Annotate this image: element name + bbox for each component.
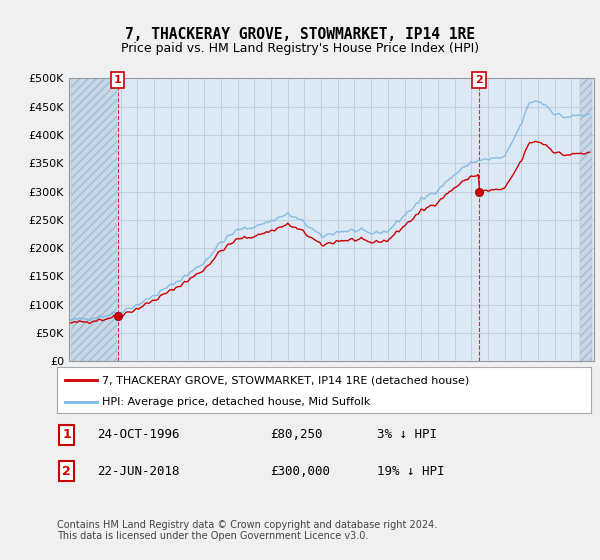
Text: 7, THACKERAY GROVE, STOWMARKET, IP14 1RE (detached house): 7, THACKERAY GROVE, STOWMARKET, IP14 1RE… [103,375,470,385]
Text: £300,000: £300,000 [271,465,331,478]
Text: 1: 1 [62,428,71,441]
Text: £80,250: £80,250 [271,428,323,441]
Text: 24-OCT-1996: 24-OCT-1996 [97,428,179,441]
Bar [580,78,592,361]
Text: 7, THACKERAY GROVE, STOWMARKET, IP14 1RE: 7, THACKERAY GROVE, STOWMARKET, IP14 1RE [125,27,475,42]
Text: Price paid vs. HM Land Registry's House Price Index (HPI): Price paid vs. HM Land Registry's House … [121,42,479,55]
Text: 19% ↓ HPI: 19% ↓ HPI [377,465,445,478]
Text: Contains HM Land Registry data © Crown copyright and database right 2024.
This d: Contains HM Land Registry data © Crown c… [57,520,437,542]
Text: 22-JUN-2018: 22-JUN-2018 [97,465,179,478]
Text: HPI: Average price, detached house, Mid Suffolk: HPI: Average price, detached house, Mid … [103,397,371,407]
Text: 3% ↓ HPI: 3% ↓ HPI [377,428,437,441]
Bar [71,78,116,361]
Text: 2: 2 [475,75,483,85]
Text: 2: 2 [62,465,71,478]
Text: 1: 1 [114,75,122,85]
